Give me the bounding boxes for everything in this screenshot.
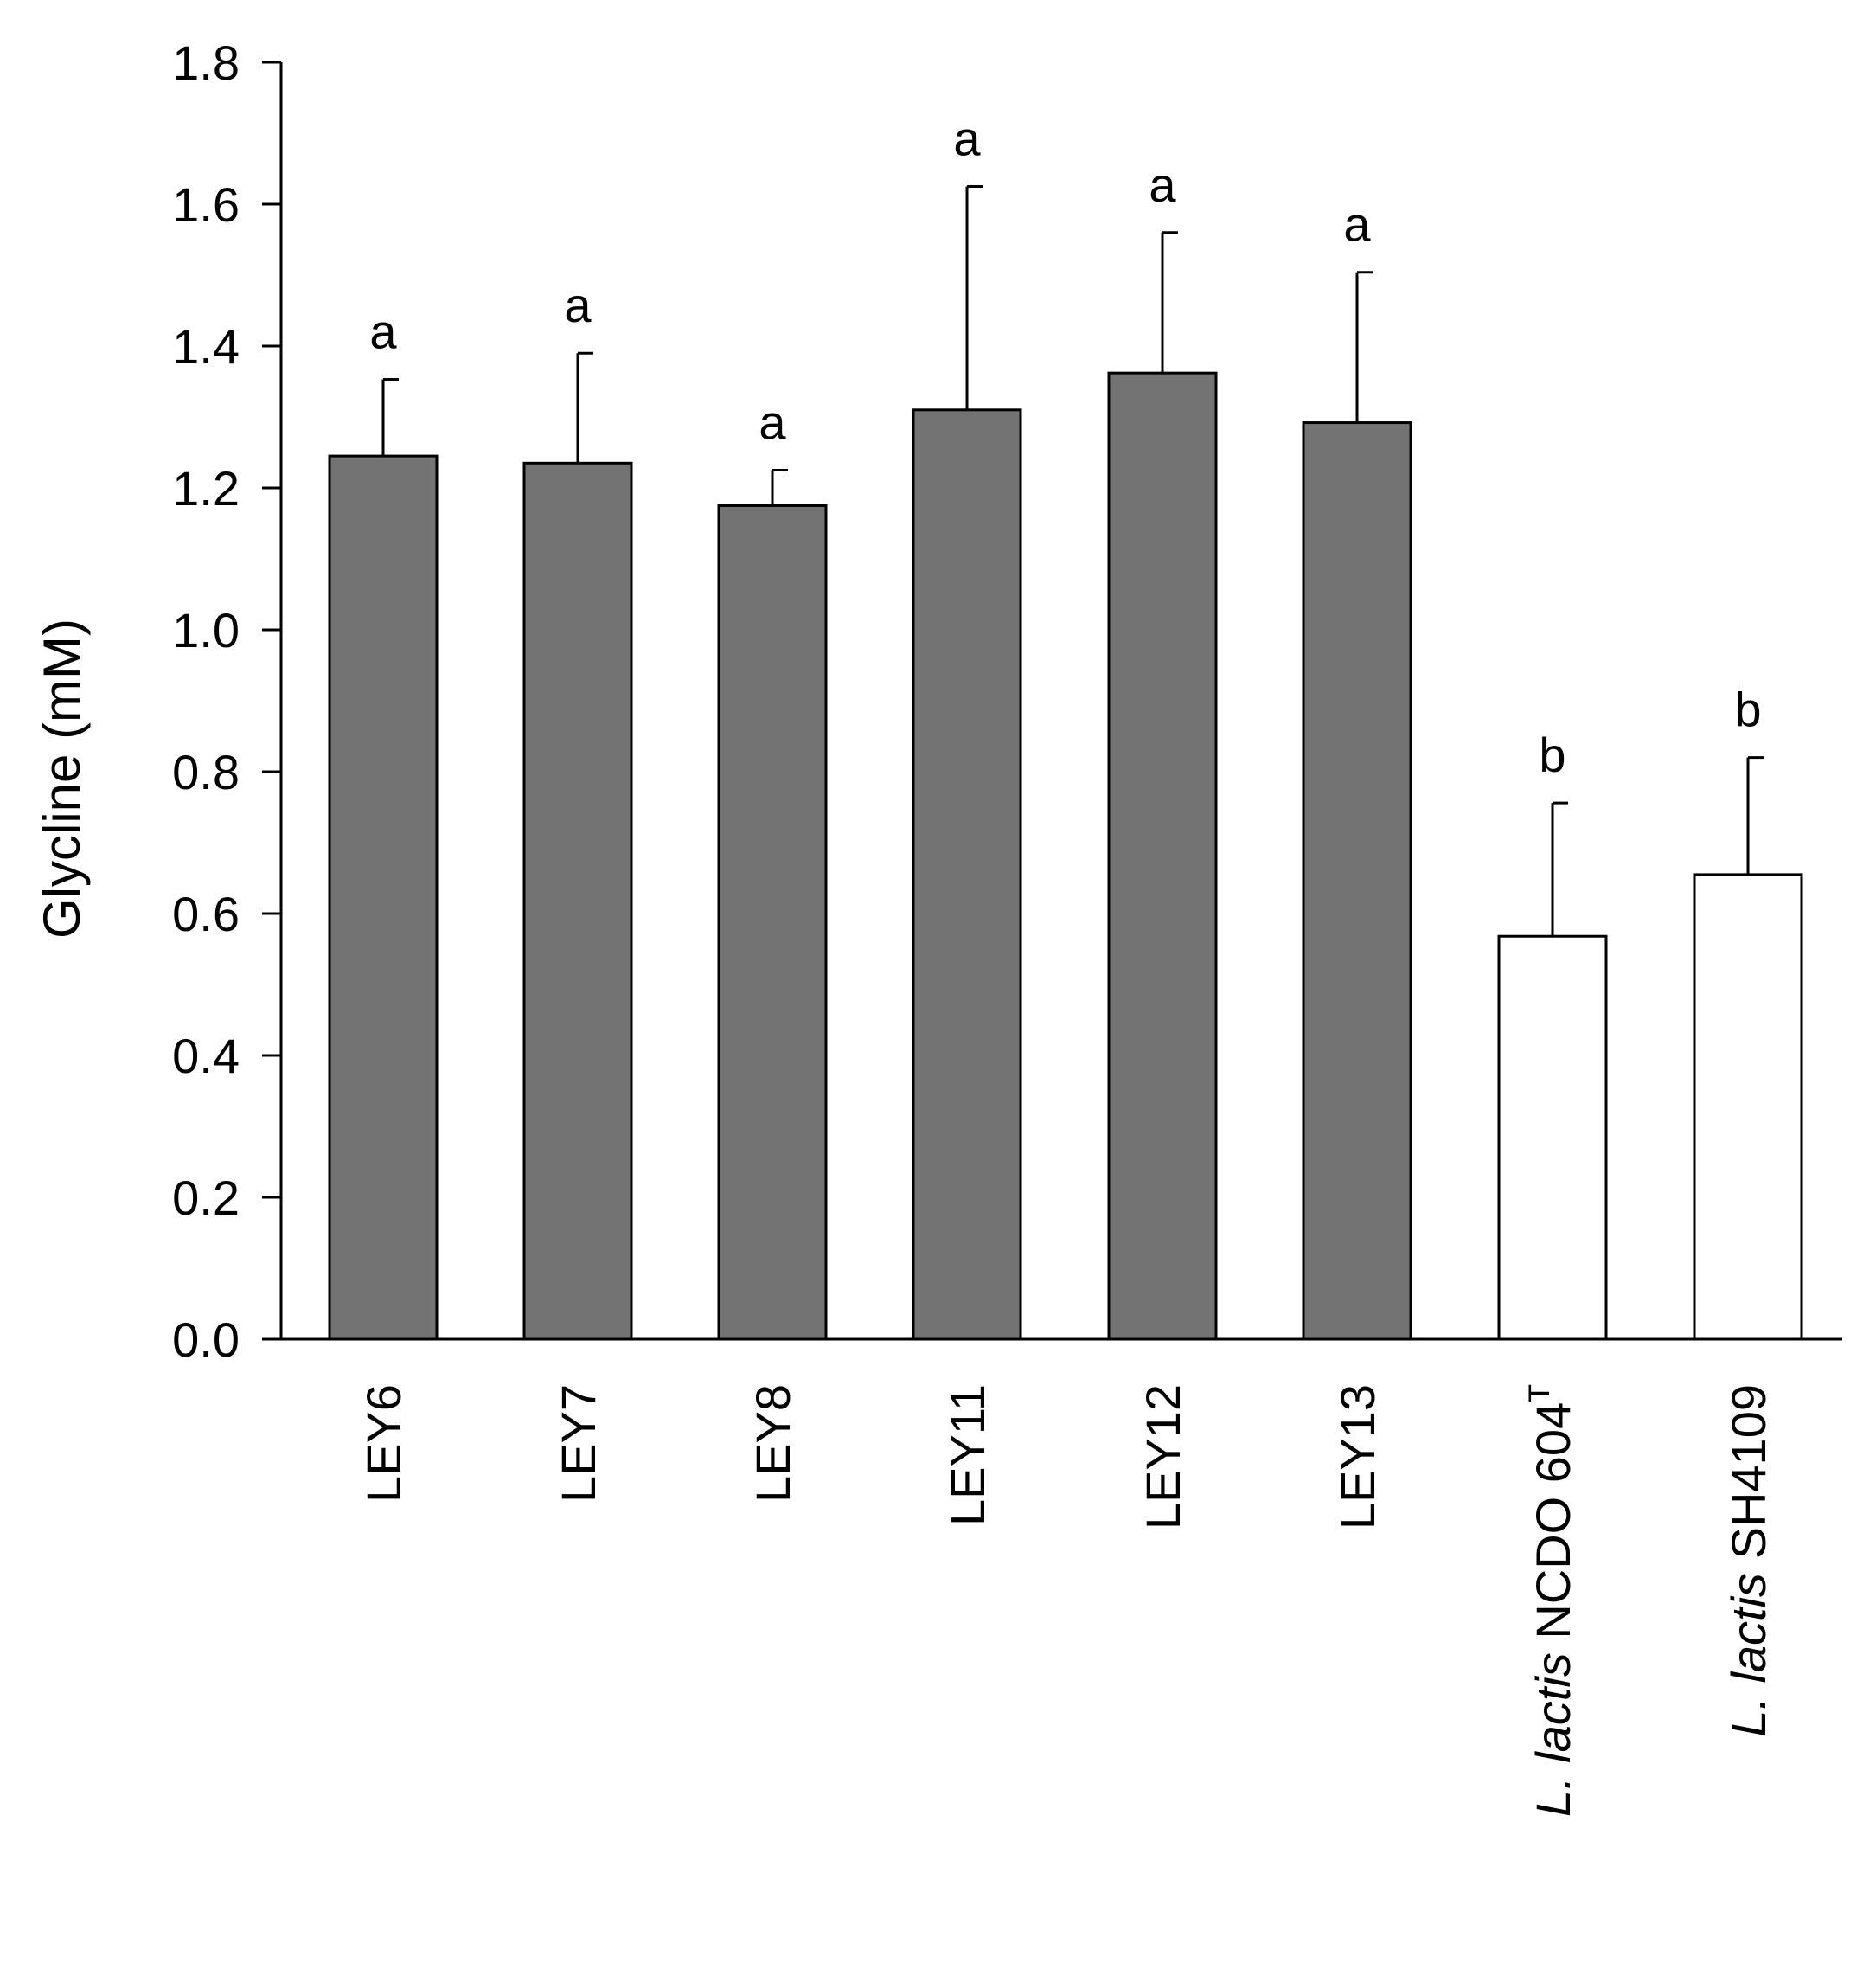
error-bars — [381, 185, 1764, 937]
category-label: LEY12 — [1136, 1384, 1190, 1530]
significance-letter: a — [1149, 157, 1176, 212]
significance-letter: b — [1539, 728, 1565, 782]
significance-letter: b — [1734, 683, 1761, 737]
category-label: LEY11 — [940, 1384, 995, 1526]
significance-letters: a a a a a a b b — [369, 112, 1761, 783]
bar — [1497, 934, 1608, 1341]
y-axis-title: Glycline (mM) — [33, 619, 91, 939]
category-label-text: NCDO 604 — [1526, 1402, 1580, 1652]
category-label-text: LEY13 — [1330, 1384, 1385, 1530]
category-label-text: LEY11 — [940, 1384, 995, 1526]
significance-letter: a — [953, 112, 981, 166]
category-label-superscript: T — [1523, 1384, 1556, 1402]
category-label: LEY13 — [1330, 1384, 1385, 1530]
significance-letter: a — [369, 305, 397, 359]
category-label-text: LEY8 — [746, 1384, 800, 1503]
category-label-text: SH4109 — [1721, 1384, 1776, 1573]
y-tick-label: 0.4 — [172, 1029, 240, 1083]
y-tick-label: 1.8 — [172, 35, 240, 90]
significance-letter: a — [1343, 197, 1371, 252]
bar — [717, 504, 828, 1341]
bar — [328, 454, 439, 1341]
y-tick-label: 0.6 — [172, 887, 240, 941]
category-label-text: LEY6 — [356, 1384, 411, 1503]
y-tick-label: 1.2 — [172, 461, 240, 516]
y-tick-label: 1.6 — [172, 177, 240, 232]
significance-letter: a — [759, 395, 786, 450]
bar — [912, 408, 1022, 1341]
category-label: LEY6 — [356, 1384, 411, 1503]
bar — [1693, 873, 1803, 1341]
category-label-italic: L. lactis — [1526, 1652, 1580, 1817]
category-label: L. lactis SH4109 — [1721, 1384, 1776, 1737]
y-tick-label: 0.2 — [172, 1171, 240, 1225]
category-label: L. lactis NCDO 604T — [1523, 1384, 1580, 1817]
bars — [328, 371, 1803, 1341]
y-tick-label: 0.8 — [172, 745, 240, 799]
bar — [522, 461, 633, 1341]
category-label-text: LEY12 — [1136, 1384, 1190, 1530]
category-labels: LEY6 LEY7 LEY8 LEY11 LEY12 LEY13 L. lactis NCD… — [356, 1384, 1776, 1817]
category-label-italic: L. lactis — [1721, 1573, 1776, 1737]
category-label: LEY7 — [551, 1384, 605, 1503]
y-axis: 0.0 0.2 0.4 0.6 0.8 1.0 1.2 1.4 1.6 1.8 — [172, 35, 283, 1367]
y-tick-label: 0.0 — [172, 1312, 240, 1367]
category-label-text: LEY7 — [551, 1384, 605, 1503]
category-label: LEY8 — [746, 1384, 800, 1503]
y-tick-label: 1.4 — [172, 319, 240, 374]
significance-letter: a — [564, 278, 592, 332]
bar — [1107, 371, 1218, 1341]
y-tick-label: 1.0 — [172, 603, 240, 657]
bar — [1302, 421, 1412, 1341]
